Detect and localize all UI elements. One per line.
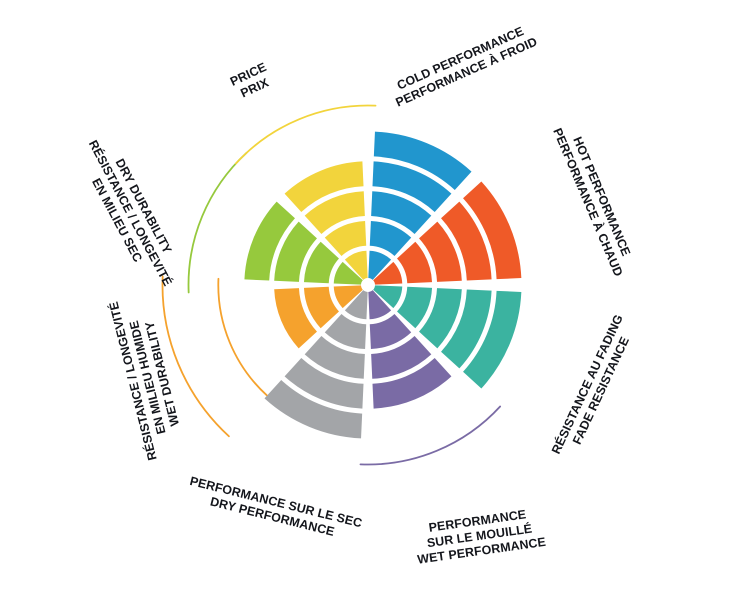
guide-arc-wet-durability-5 [161, 275, 230, 438]
wedge-dry-durability[interactable] [244, 201, 363, 285]
wedge-ring-cold-performance-3[interactable] [371, 191, 432, 234]
wedge-ring-dry-performance-3[interactable] [304, 336, 365, 379]
wedge-ring-wet-durability-3[interactable] [274, 288, 317, 349]
wedge-ring-price-4[interactable] [284, 161, 364, 212]
guide-arc-dry-durability-5 [187, 151, 248, 294]
wedge-ring-wet-performance-1[interactable] [368, 290, 392, 320]
wedge-ring-dry-performance-2[interactable] [324, 314, 367, 350]
wedge-ring-wet-performance-4[interactable] [372, 358, 452, 409]
wedge-ring-cold-performance-1[interactable] [368, 250, 392, 280]
axis-label-wet-performance: PERFORMANCESUR LE MOUILLÉWET PERFORMANCE [412, 505, 546, 567]
wedge-layer [244, 131, 522, 439]
wedge-hot-performance[interactable] [373, 181, 522, 285]
wedge-ring-wet-performance-3[interactable] [371, 336, 432, 379]
wedge-wet-durability[interactable] [274, 285, 363, 349]
wedge-cold-performance[interactable] [368, 131, 472, 280]
axis-label-dry-performance: PERFORMANCE SUR LE SECDRY PERFORMANCE [185, 474, 364, 545]
wedge-ring-hot-performance-5[interactable] [463, 181, 522, 280]
wedge-ring-price-2[interactable] [324, 220, 367, 256]
wedge-ring-dry-durability-2[interactable] [303, 241, 339, 284]
axis-label-price: PRICEPRIX [228, 60, 275, 103]
axis-label-fade-resistance: RÉSISTANCE AU FADINGFADE RESISTANCE [548, 312, 639, 463]
wedge-ring-cold-performance-4[interactable] [372, 161, 452, 212]
wedge-ring-wet-durability-1[interactable] [333, 285, 363, 309]
wedge-ring-fade-resistance-4[interactable] [441, 289, 492, 369]
wedge-price[interactable] [284, 161, 368, 280]
wedge-ring-fade-resistance-3[interactable] [419, 288, 462, 349]
wedge-ring-wet-performance-2[interactable] [369, 314, 412, 350]
axis-label-cold-performance: COLD PERFORMANCEPERFORMANCE À FROID [387, 21, 539, 110]
guide-arc-price-5 [234, 104, 377, 165]
guide-arc-layer [161, 104, 502, 466]
wedge-ring-price-1[interactable] [344, 250, 368, 280]
wedge-ring-dry-performance-5[interactable] [264, 380, 363, 439]
wedge-ring-hot-performance-3[interactable] [419, 221, 462, 282]
axis-label-dry-durability: DRY DURABILITYRÉSISTANCE / LONGEVITÉEN M… [73, 131, 188, 296]
wedge-ring-dry-durability-3[interactable] [274, 221, 317, 282]
guide-arc-wet-durability-4 [217, 277, 268, 397]
wedge-ring-wet-durability-2[interactable] [303, 286, 339, 329]
wedge-ring-cold-performance-5[interactable] [373, 131, 472, 190]
axis-label-wet-durability: RÉSISTANCE / LONGEVITÉEN MILIEU HUMIDEWE… [106, 293, 189, 462]
wedge-ring-fade-resistance-1[interactable] [373, 285, 403, 309]
wedge-ring-dry-performance-4[interactable] [284, 358, 364, 409]
axis-label-hot-performance: HOT PERFORMANCEPERFORMANCE À CHAUD [550, 120, 639, 278]
wedge-ring-hot-performance-1[interactable] [373, 261, 403, 285]
wedge-ring-hot-performance-2[interactable] [397, 241, 433, 284]
wedge-ring-dry-performance-1[interactable] [344, 290, 368, 320]
wedge-ring-hot-performance-4[interactable] [441, 201, 492, 281]
guide-arc-wet-performance-5 [359, 405, 502, 466]
wedge-ring-fade-resistance-2[interactable] [397, 286, 433, 329]
wedge-wet-performance[interactable] [368, 290, 452, 409]
wedge-ring-price-3[interactable] [304, 191, 365, 234]
axis-label-line: RÉSISTANCE / LONGEVITÉ [86, 137, 176, 288]
wedge-fade-resistance[interactable] [373, 285, 522, 389]
wedge-ring-dry-durability-4[interactable] [244, 201, 295, 281]
wedge-ring-cold-performance-2[interactable] [369, 220, 412, 256]
wedge-ring-dry-durability-1[interactable] [333, 261, 363, 285]
wedge-dry-performance[interactable] [264, 290, 368, 439]
wedge-ring-fade-resistance-5[interactable] [463, 290, 522, 389]
